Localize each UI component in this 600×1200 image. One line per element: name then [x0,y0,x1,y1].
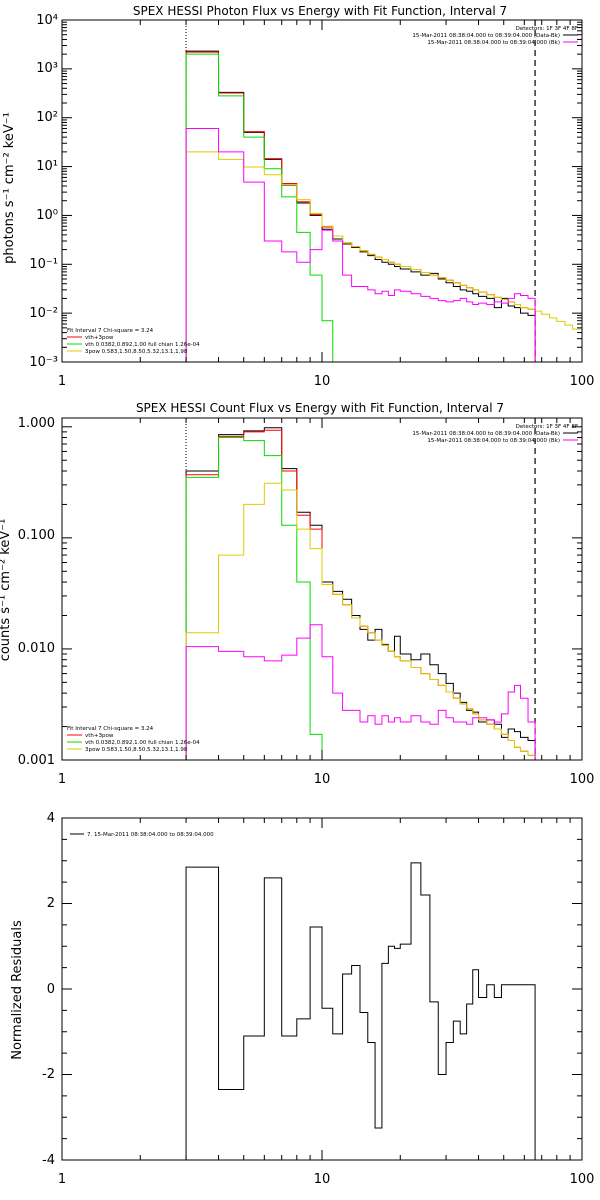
photon-flux-legend-detectors: Detectors: 1F 3F 4F 8F 15-Mar-2011 08:38… [412,26,578,46]
residuals-x-tick-100: 100 [570,1172,595,1187]
residuals-ticks [61,817,583,1161]
count-y-tick-0010: 0.010 [18,641,55,656]
residuals-x-tick-10: 10 [314,1172,331,1187]
count-flux-legend-fit: Fit Interval 7 Chi-square = 3.24 vth+3po… [67,726,200,753]
count-fit-vthpow: vth+3pow [85,733,114,739]
photon-flux-plot-area [185,20,582,362]
series-3pow [185,151,582,362]
photon-fit-vthpow: vth+3pow [85,335,114,341]
count-y-tick-1000: 1.000 [18,416,55,431]
count-y-tick-0001: 0.001 [18,753,55,768]
residuals-legend: 7. 15-Mar-2011 08:38:04.000 to 08:39:04.… [70,832,214,838]
photon-flux-title: SPEX HESSI Photon Flux vs Energy with Fi… [133,4,507,18]
residuals-y-tick-m4: -4 [42,1153,55,1168]
series-group [185,20,582,362]
photon-x-tick-100: 100 [570,374,595,389]
residuals-x-ticklabels: 1 10 100 [58,1172,595,1187]
residuals-y-ticklabels: -4 -2 0 2 4 [42,811,55,1168]
photon-flux-panel: SPEX HESSI Photon Flux vs Energy with Fi… [2,4,594,389]
photon-legend-bk: 15-Mar-2011 08:38:04.000 to 08:39:04.000… [427,40,560,46]
count-x-tick-10: 10 [314,772,331,787]
series-vth-3pow [185,51,536,362]
series-bk [185,128,536,362]
photon-y-tick-1e-3: 10⁻³ [29,355,58,370]
residuals-x-tick-1: 1 [58,1172,66,1187]
count-fit-heading: Fit Interval 7 Chi-square = 3.24 [67,726,154,732]
series-data-bk [185,427,536,760]
count-flux-x-ticklabels: 1 10 100 [58,772,595,787]
residuals-panel: Normalized Residuals 1 10 100 -4 -2 0 2 … [10,811,594,1187]
photon-fit-3pow: 3pow 0.583,1.50,8.50,5.32,13.1,1.98 [85,349,188,355]
photon-y-tick-1e4: 10⁴ [36,13,58,28]
photon-y-tick-1e2: 10² [36,110,58,125]
count-flux-legend-detectors: Detectors: 1F 3F 4F 8F 15-Mar-2011 08:38… [412,424,578,444]
count-flux-y-ticklabels: 0.001 0.010 0.100 1.000 [18,416,55,768]
photon-x-tick-10: 10 [314,374,331,389]
photon-x-tick-1: 1 [58,374,66,389]
photon-y-tick-1e0: 10⁰ [36,208,58,223]
photon-legend-heading: Detectors: 1F 3F 4F 8F [516,26,578,32]
count-fit-vth: vth 0.0382,0.892,1.00 full chian 1.26e-0… [85,740,200,746]
series-group [185,862,536,1160]
photon-flux-x-ticklabels: 1 10 100 [58,374,595,389]
photon-fit-heading: Fit Interval 7 Chi-square = 3.24 [67,328,154,334]
photon-fit-vth: vth 0.0382,0.892,1.00 full chian 1.26e-0… [85,342,200,348]
count-legend-bk: 15-Mar-2011 08:38:04.000 to 08:39:04.000… [427,438,560,444]
photon-flux-ylabel: photons s⁻¹ cm⁻² keV⁻¹ [2,112,17,264]
photon-flux-ticks [61,19,583,363]
series-vth-3pow [185,429,536,760]
count-flux-plot-area [185,418,582,760]
photon-y-tick-1e-1: 10⁻¹ [29,257,58,272]
photon-flux-legend-fit: Fit Interval 7 Chi-square = 3.24 vth+3po… [67,328,200,355]
count-fit-3pow: 3pow 0.583,1.50,8.50,5.32,13.1,1.98 [85,747,188,753]
photon-flux-y-ticklabels: 10⁻³ 10⁻² 10⁻¹ 10⁰ 10¹ 10² 10³ 10⁴ [29,13,58,370]
series-vth [185,437,323,760]
count-x-tick-1: 1 [58,772,66,787]
count-x-tick-100: 100 [570,772,595,787]
count-flux-title: SPEX HESSI Count Flux vs Energy with Fit… [136,401,504,415]
series-3pow [185,482,582,760]
count-legend-heading: Detectors: 1F 3F 4F 8F [516,424,578,430]
residuals-y-tick-4: 4 [47,811,55,826]
series-vth [185,53,334,362]
residuals-legend-label: 7. 15-Mar-2011 08:38:04.000 to 08:39:04.… [87,832,214,838]
residuals-y-tick-m2: -2 [42,1067,55,1082]
photon-legend-data-bk: 15-Mar-2011 08:38:04.000 to 08:39:04.000… [412,33,560,39]
series-7-15-mar-2011-08-38-04-000-to-08-39-04-0 [185,862,536,1160]
photon-y-tick-1e-2: 10⁻² [29,306,58,321]
count-y-tick-0100: 0.100 [18,528,55,543]
count-legend-data-bk: 15-Mar-2011 08:38:04.000 to 08:39:04.000… [412,431,560,437]
count-flux-panel: SPEX HESSI Count Flux vs Energy with Fit… [0,401,595,787]
count-flux-axes-frame [61,417,583,761]
photon-y-tick-1e3: 10³ [36,61,58,76]
photon-y-tick-1e1: 10¹ [36,159,58,174]
residuals-y-tick-2: 2 [47,896,55,911]
count-flux-ticks [61,418,583,761]
residuals-y-tick-0: 0 [47,982,55,997]
residuals-ylabel: Normalized Residuals [10,920,25,1060]
series-data-bk [185,50,536,362]
residuals-plot-area [185,862,536,1160]
count-flux-ylabel: counts s⁻¹ cm⁻² keV⁻¹ [0,519,13,662]
series-group [185,418,582,760]
series-bk [185,624,536,760]
